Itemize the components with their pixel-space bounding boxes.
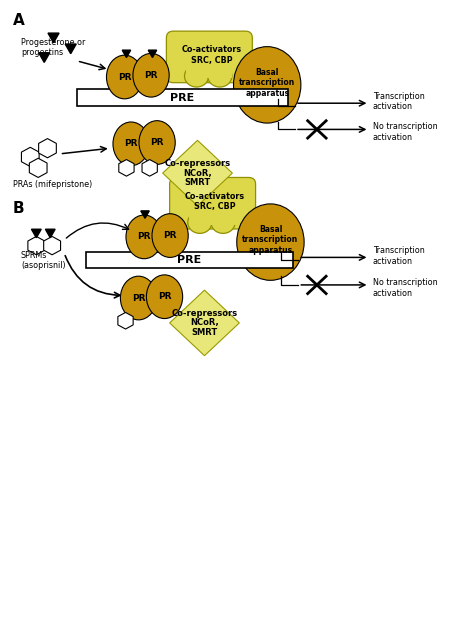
Text: No transcription
activation: No transcription activation — [373, 278, 437, 298]
Ellipse shape — [184, 66, 209, 87]
Polygon shape — [28, 236, 45, 255]
Ellipse shape — [188, 212, 212, 233]
Polygon shape — [141, 211, 149, 218]
Text: NCoR,: NCoR, — [183, 168, 212, 178]
FancyBboxPatch shape — [166, 31, 252, 82]
Ellipse shape — [237, 204, 304, 280]
Text: Co-repressors: Co-repressors — [172, 309, 237, 318]
FancyBboxPatch shape — [77, 89, 288, 106]
Polygon shape — [44, 236, 61, 255]
Text: Co-activators
SRC, CBP: Co-activators SRC, CBP — [182, 46, 242, 65]
Ellipse shape — [120, 276, 156, 320]
Ellipse shape — [146, 275, 182, 318]
Text: Progesterone or
progestins: Progesterone or progestins — [21, 38, 85, 57]
Text: Transcription
activation: Transcription activation — [373, 246, 424, 266]
Text: Transcription
activation: Transcription activation — [373, 92, 424, 111]
Ellipse shape — [234, 47, 301, 123]
Text: A: A — [13, 13, 25, 28]
Text: PR: PR — [137, 232, 151, 241]
Text: Co-repressors: Co-repressors — [164, 159, 230, 168]
Text: PR: PR — [144, 71, 158, 80]
Ellipse shape — [211, 212, 235, 233]
FancyBboxPatch shape — [170, 177, 255, 229]
Ellipse shape — [139, 120, 175, 164]
Text: PR: PR — [164, 231, 177, 240]
Text: No transcription
activation: No transcription activation — [373, 122, 437, 142]
Polygon shape — [21, 147, 39, 167]
Ellipse shape — [107, 55, 143, 99]
Text: SMRT: SMRT — [191, 328, 218, 337]
FancyArrowPatch shape — [65, 256, 120, 298]
Text: PR: PR — [118, 72, 131, 82]
Text: Co-activators
SRC, CBP: Co-activators SRC, CBP — [185, 192, 245, 211]
Text: SMRT: SMRT — [184, 178, 210, 187]
Ellipse shape — [133, 54, 169, 97]
Polygon shape — [29, 158, 47, 177]
Polygon shape — [48, 33, 59, 43]
Ellipse shape — [113, 122, 149, 165]
Polygon shape — [119, 160, 134, 176]
Text: PR: PR — [132, 293, 145, 303]
Text: B: B — [13, 201, 25, 216]
Ellipse shape — [152, 213, 188, 257]
Polygon shape — [46, 229, 55, 238]
Text: Basal
transcription
apparatus: Basal transcription apparatus — [242, 225, 299, 255]
Text: NCoR,: NCoR, — [190, 318, 219, 328]
Polygon shape — [39, 53, 50, 62]
Text: PR: PR — [158, 292, 171, 301]
Text: PR: PR — [150, 138, 164, 147]
Polygon shape — [163, 140, 232, 206]
Polygon shape — [38, 139, 56, 158]
Text: Basal
transcription
apparatus: Basal transcription apparatus — [239, 68, 295, 97]
Polygon shape — [118, 313, 133, 329]
FancyArrowPatch shape — [66, 223, 128, 238]
FancyBboxPatch shape — [186, 63, 232, 79]
Polygon shape — [142, 160, 157, 176]
Text: PR: PR — [124, 139, 138, 149]
Text: SPRMs
(asoprisnil): SPRMs (asoprisnil) — [21, 251, 65, 270]
Polygon shape — [122, 50, 131, 57]
Text: PRE: PRE — [170, 92, 194, 102]
FancyBboxPatch shape — [189, 210, 236, 225]
Ellipse shape — [126, 215, 162, 259]
Ellipse shape — [208, 66, 232, 87]
FancyBboxPatch shape — [86, 251, 293, 268]
Text: PRAs (mifepristone): PRAs (mifepristone) — [13, 180, 92, 189]
Polygon shape — [148, 50, 157, 57]
Polygon shape — [31, 229, 41, 238]
Polygon shape — [170, 290, 239, 356]
Text: PRE: PRE — [177, 255, 201, 265]
Polygon shape — [65, 44, 76, 54]
